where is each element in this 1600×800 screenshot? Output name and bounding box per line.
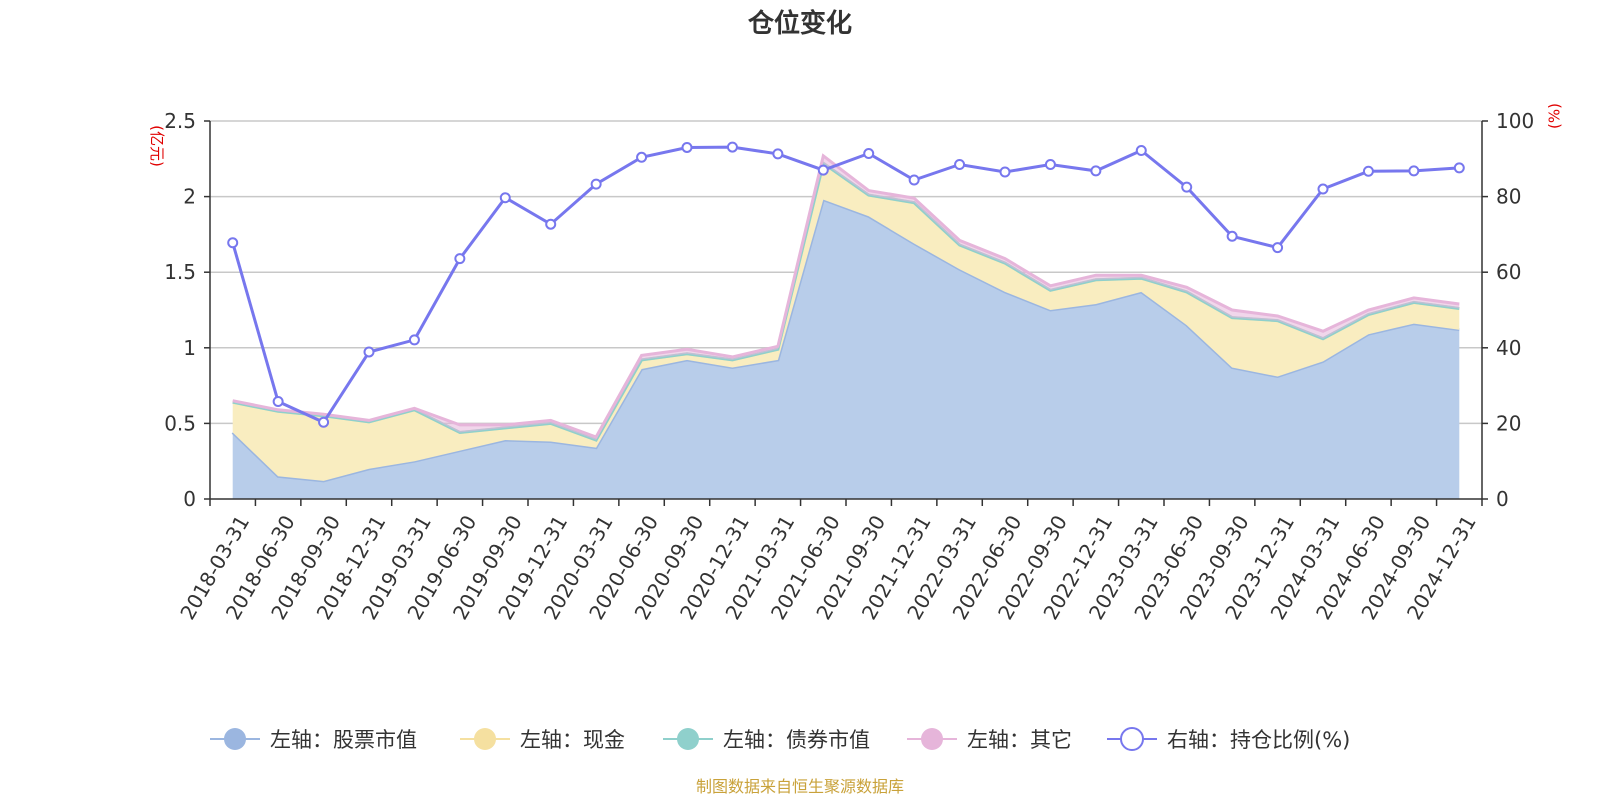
legend-label: 左轴：债券市值: [723, 728, 870, 752]
ratio-point: [954, 158, 966, 170]
legend-marker-icon: [1120, 727, 1144, 751]
ratio-line: [231, 145, 1460, 425]
right-tick-label: 40: [1496, 336, 1521, 360]
ratio-point: [1408, 165, 1420, 177]
ratio-point: [726, 141, 738, 153]
ratio-point: [1090, 165, 1102, 177]
left-tick-label: 0: [183, 487, 196, 511]
cash-area: [232, 163, 1460, 481]
ratio-point: [408, 334, 420, 346]
ratio-point: [681, 141, 693, 153]
chart-title: 仓位变化: [747, 8, 852, 39]
legend-label: 左轴：其它: [967, 728, 1072, 752]
ratio-point: [999, 166, 1011, 178]
legend-item: 左轴：现金: [460, 728, 625, 752]
ratio-point: [545, 218, 557, 230]
legend-label: 右轴：持仓比例(%): [1167, 728, 1350, 752]
legend-label: 左轴：现金: [520, 728, 625, 752]
legend-item: 右轴：持仓比例(%): [1107, 727, 1350, 752]
legend-marker-icon: [677, 728, 699, 750]
right-axis-unit: (%): [1546, 103, 1564, 129]
left-axis-unit: (亿元): [148, 125, 166, 167]
legend-marker-icon: [224, 728, 246, 750]
legend-marker-icon: [474, 728, 496, 750]
stock-area: [232, 199, 1460, 499]
legend-item: 左轴：其它: [907, 728, 1072, 752]
ratio-point: [1135, 144, 1147, 156]
ratio-point: [636, 151, 648, 163]
left-tick-label: 2.5: [164, 109, 196, 133]
ratio-point: [318, 416, 330, 428]
ratio-point: [1453, 162, 1465, 174]
ratio-point: [908, 174, 920, 186]
ratio-point: [590, 178, 602, 190]
right-tick-label: 20: [1496, 411, 1521, 435]
ratio-point: [499, 192, 511, 204]
right-tick-label: 0: [1496, 487, 1509, 511]
right-tick-label: 100: [1496, 109, 1534, 133]
ratio-point: [1226, 230, 1238, 242]
ratio-point: [1181, 181, 1193, 193]
ratio-point: [363, 346, 375, 358]
source-note: 制图数据来自恒生聚源数据库: [696, 777, 904, 796]
ratio-point: [772, 148, 784, 160]
legend-marker-icon: [921, 728, 943, 750]
ratio-point: [1272, 242, 1284, 254]
right-tick-label: 80: [1496, 185, 1521, 209]
ratio-line-layer: [227, 141, 1465, 428]
left-tick-label: 2: [183, 185, 196, 209]
ratio-point: [272, 395, 284, 407]
legend-label: 左轴：股票市值: [270, 728, 417, 752]
ratio-point: [817, 164, 829, 176]
ratio-point: [454, 253, 466, 265]
ratio-point: [863, 148, 875, 160]
other-area-edge: [232, 153, 1460, 439]
ratio-point: [1317, 183, 1329, 195]
left-tick-label: 1: [183, 336, 196, 360]
left-tick-label: 1.5: [164, 260, 196, 284]
ratio-point: [1362, 165, 1374, 177]
ratio-point: [1044, 158, 1056, 170]
legend: 左轴：股票市值 左轴：现金 左轴：债券市值 左轴：其它 右轴：持仓比例(%): [210, 727, 1350, 752]
stacked-areas: [231, 153, 1460, 499]
legend-item: 左轴：股票市值: [210, 728, 417, 752]
right-tick-label: 60: [1496, 260, 1521, 284]
ratio-point: [227, 237, 239, 249]
legend-item: 左轴：债券市值: [663, 728, 870, 752]
left-tick-label: 0.5: [164, 411, 196, 435]
